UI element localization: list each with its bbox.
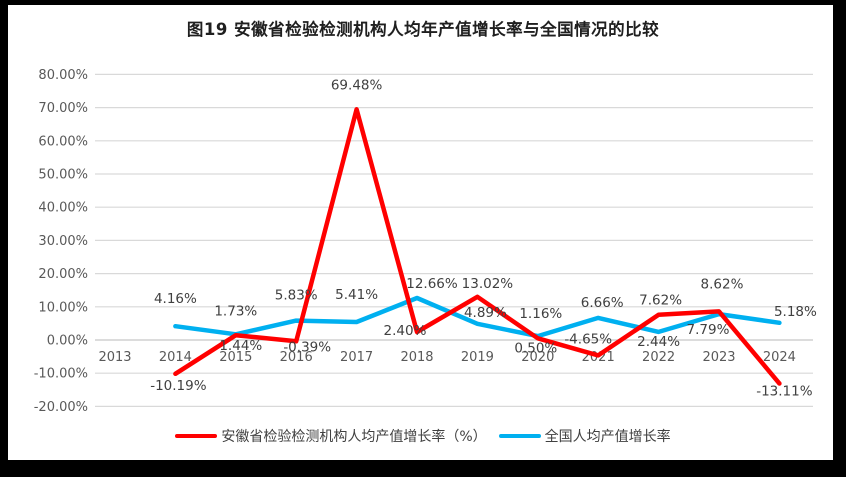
y-axis-tick-label: 40.00% (38, 201, 88, 216)
y-axis-tick-label: -10.00% (34, 367, 88, 382)
data-label-national-2023: 7.79% (687, 322, 730, 338)
legend-swatch-anhui-red-line (175, 433, 218, 439)
data-label-national-2016: 5.83% (275, 288, 318, 304)
data-label-anhui-2020: 0.50% (514, 340, 557, 356)
y-axis-tick-label: 20.00% (38, 267, 88, 282)
data-label-national-2019: 4.89% (464, 305, 507, 321)
legend-label-national: 全国人均产值增长率 (544, 429, 671, 445)
x-axis-tick-label: 2016 (280, 350, 313, 365)
y-axis-tick-label: -20.00% (34, 400, 88, 415)
series-line-anhui (173, 107, 782, 386)
legend-swatch-national-blue-line (498, 433, 541, 439)
data-label-anhui-2016: -0.39% (283, 339, 331, 355)
x-axis-tick-label: 2020 (521, 350, 554, 365)
x-axis-tick-label: 2018 (400, 350, 433, 365)
data-label-national-2015: 1.73% (214, 303, 257, 319)
y-axis-tick-label: 10.00% (38, 300, 88, 315)
data-label-anhui-2014: -10.19% (150, 378, 207, 394)
data-label-national-2020: 1.16% (519, 306, 562, 322)
y-axis-tick-label: 80.00% (38, 68, 88, 83)
y-axis-tick-label: 30.00% (38, 234, 88, 249)
legend-item-national[interactable]: 全国人均产值增长率 (498, 426, 671, 446)
x-axis-tick-label: 2023 (702, 350, 735, 365)
x-axis-tick-label: 2022 (642, 350, 675, 365)
data-label-national-2014: 4.16% (154, 291, 197, 307)
x-axis-tick-label: 2017 (340, 350, 373, 365)
data-label-anhui-2021: -4.65% (564, 331, 612, 347)
data-label-national-2024: 5.18% (774, 304, 817, 320)
chart-title: 图19 安徽省检验检测机构人均年产值增长率与全国情况的比较 (186, 20, 660, 39)
data-label-national-2018: 12.66% (406, 276, 458, 292)
data-label-anhui-2024: -13.11% (756, 384, 813, 400)
x-axis-tick-label: 2014 (159, 350, 192, 365)
data-label-national-2022: 2.44% (637, 334, 680, 350)
data-label-anhui-2022: 7.62% (639, 293, 682, 309)
data-label-anhui-2023: 8.62% (701, 276, 744, 292)
data-label-anhui-2017: 69.48% (331, 77, 383, 93)
y-axis-tick-label: 60.00% (38, 134, 88, 149)
x-axis-tick-label: 2013 (98, 350, 131, 365)
series-line-national (173, 295, 782, 339)
x-axis-tick-label: 2024 (763, 350, 796, 365)
legend-label-anhui: 安徽省检验检测机构人均产值增长率（%） (221, 429, 487, 445)
y-axis-tick-label: 50.00% (38, 168, 88, 183)
data-label-national-2017: 5.41% (335, 287, 378, 303)
data-label-national-2021: 6.66% (581, 295, 624, 311)
legend: 安徽省检验检测机构人均产值增长率（%） 全国人均产值增长率 (0, 426, 846, 446)
x-axis-tick-label: 2019 (461, 350, 494, 365)
data-label-anhui-2018: 2.40% (384, 323, 427, 339)
data-label-anhui-2015: 1.44% (219, 338, 262, 354)
data-label-anhui-2019: 13.02% (462, 276, 514, 292)
x-axis-tick-label: 2015 (219, 350, 252, 365)
legend-item-anhui[interactable]: 安徽省检验检测机构人均产值增长率（%） (175, 426, 487, 446)
y-axis-tick-label: 70.00% (38, 101, 88, 116)
y-axis-tick-label: 0.00% (47, 334, 88, 349)
